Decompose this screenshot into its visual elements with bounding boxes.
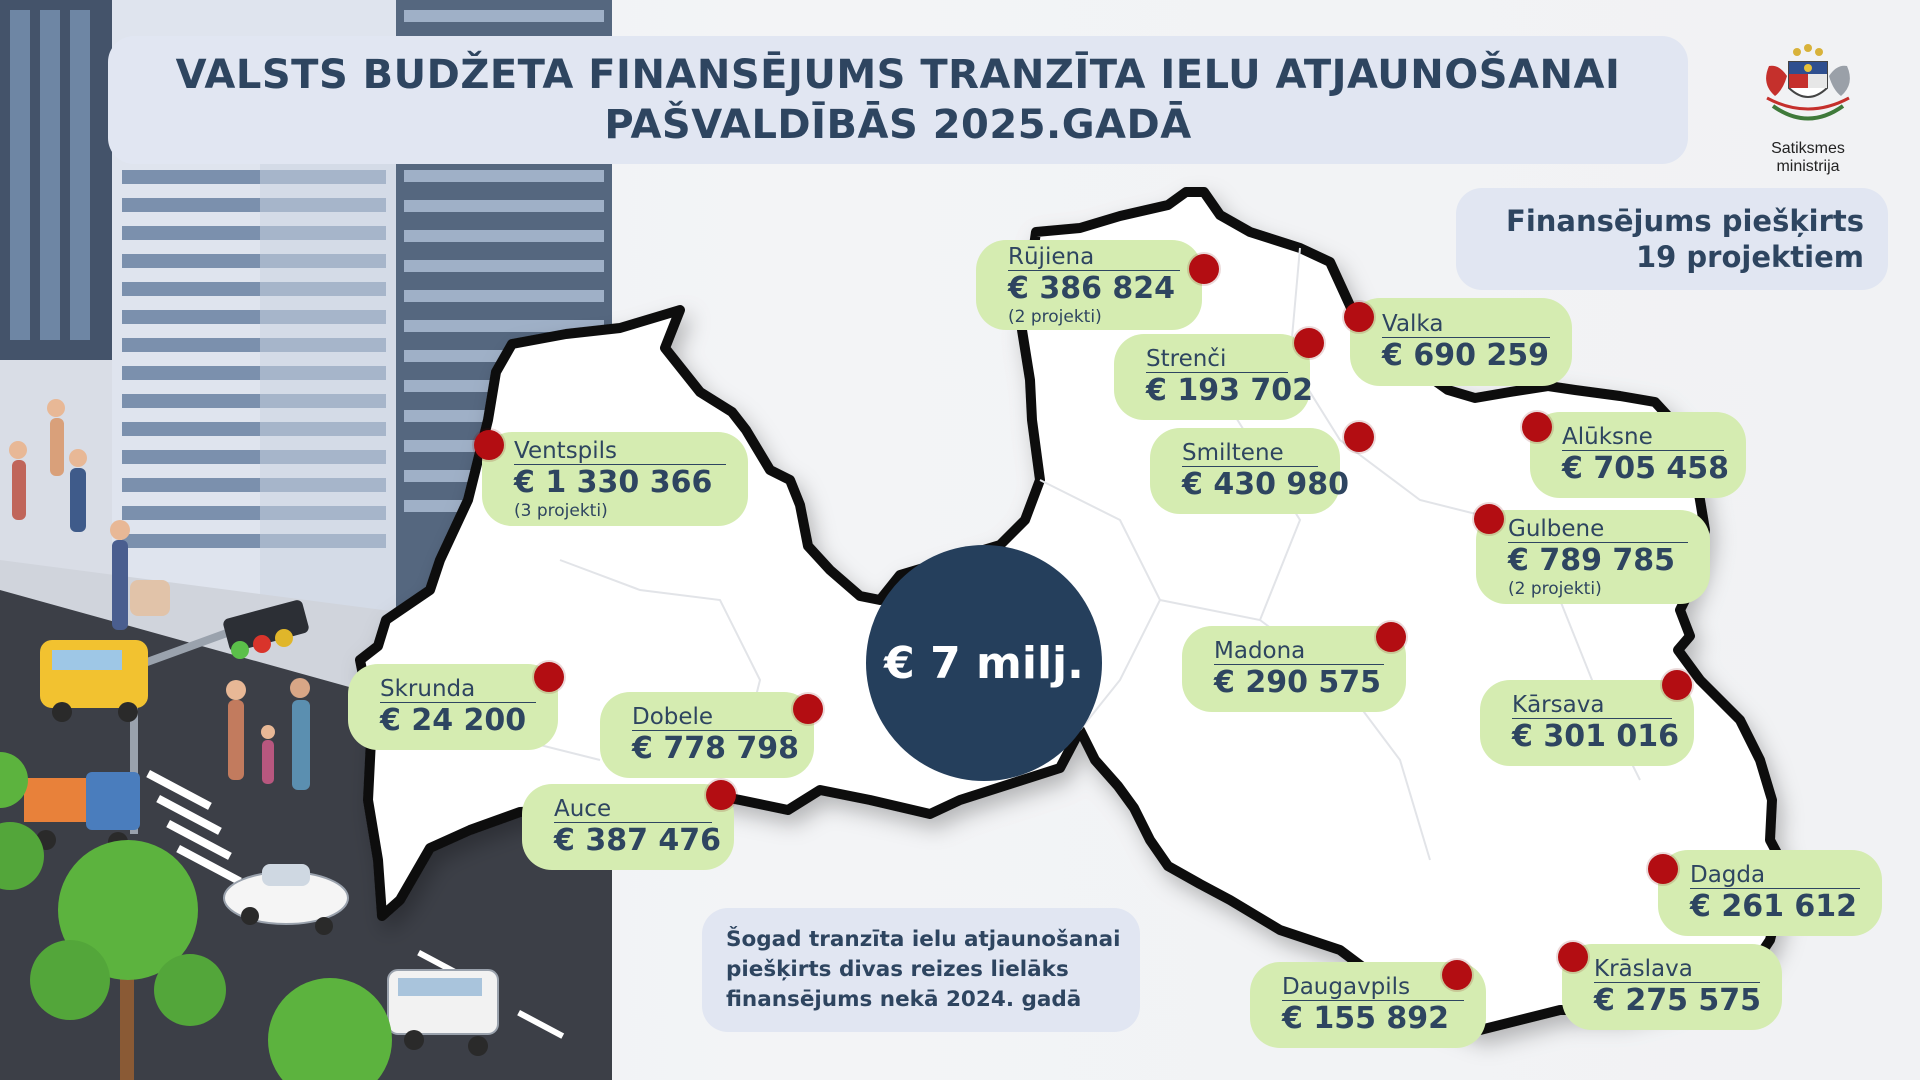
label-aluksne: Alūksne € 705 458 <box>1530 412 1746 498</box>
city-name: Daugavpils <box>1282 974 1464 1001</box>
label-strenci: Strenči € 193 702 <box>1114 334 1314 420</box>
city-amount: € 430 980 <box>1182 466 1350 502</box>
label-karsava: Kārsava € 301 016 <box>1480 680 1694 766</box>
city-amount: € 290 575 <box>1214 664 1382 700</box>
location-marker-madona <box>1376 622 1406 652</box>
city-illustration <box>0 0 612 1080</box>
location-marker-smiltene <box>1344 422 1374 452</box>
comparison-note: Šogad tranzīta ielu atjaunošanai piešķir… <box>702 908 1140 1032</box>
page-title: VALSTS BUDŽETA FINANSĒJUMS TRANZĪTA IELU… <box>108 36 1688 164</box>
city-amount: € 789 785 <box>1508 542 1676 578</box>
city-amount: € 778 798 <box>632 730 800 766</box>
location-marker-gulbene <box>1474 504 1504 534</box>
label-kraslava: Krāslava € 275 575 <box>1562 944 1782 1030</box>
city-amount: € 24 200 <box>380 702 527 738</box>
label-smiltene: Smiltene € 430 980 <box>1150 428 1350 514</box>
city-name: Kārsava <box>1512 692 1672 719</box>
funded-projects-box: Finansējums piešķirts 19 projektiem <box>1456 188 1888 290</box>
city-name: Rūjiena <box>1008 244 1180 271</box>
location-marker-auce <box>706 780 736 810</box>
city-amount: € 261 612 <box>1690 888 1858 924</box>
location-marker-dobele <box>793 694 823 724</box>
label-rujiena: Rūjiena € 386 824 (2 projekti) <box>976 240 1202 330</box>
city-name: Alūksne <box>1562 424 1724 451</box>
city-name: Ventspils <box>514 438 726 465</box>
location-marker-aluksne <box>1522 412 1552 442</box>
organization-name: Satiksmes ministrija <box>1771 140 1845 175</box>
location-marker-dagda <box>1648 854 1678 884</box>
location-marker-daugavpils <box>1442 960 1472 990</box>
city-name: Smiltene <box>1182 440 1318 467</box>
note-line-1: Šogad tranzīta ielu atjaunošanai <box>726 927 1121 952</box>
label-gulbene: Gulbene € 789 785 (2 projekti) <box>1476 510 1710 604</box>
city-project-count: (2 projekti) <box>1508 578 1602 599</box>
ministry-logo: Satiksmes ministrija <box>1738 36 1878 175</box>
note-line-2: piešķirts divas reizes lielāks <box>726 957 1069 982</box>
city-project-count: (3 projekti) <box>514 500 608 521</box>
city-name: Gulbene <box>1508 516 1688 543</box>
city-amount: € 155 892 <box>1282 1000 1450 1036</box>
location-marker-karsava <box>1662 670 1692 700</box>
location-marker-strenci <box>1294 328 1324 358</box>
city-project-count: (2 projekti) <box>1008 306 1102 327</box>
city-amount: € 275 575 <box>1594 982 1762 1018</box>
city-name: Madona <box>1214 638 1384 665</box>
label-skrunda: Skrunda € 24 200 <box>348 664 558 750</box>
city-amount: € 705 458 <box>1562 450 1730 486</box>
location-marker-kraslava <box>1558 942 1588 972</box>
location-marker-skrunda <box>534 662 564 692</box>
city-name: Krāslava <box>1594 956 1760 983</box>
title-line-1: VALSTS BUDŽETA FINANSĒJUMS TRANZĪTA IELU… <box>175 52 1621 98</box>
city-amount: € 193 702 <box>1146 372 1314 408</box>
city-amount: € 386 824 <box>1008 270 1176 306</box>
funded-line-2: 19 projektiem <box>1635 240 1864 274</box>
note-line-3: finansējums nekā 2024. gadā <box>726 987 1082 1012</box>
location-marker-valka <box>1344 302 1374 332</box>
location-marker-rujiena <box>1189 254 1219 284</box>
latvia-coat-of-arms-icon <box>1766 44 1850 121</box>
city-amount: € 1 330 366 <box>514 464 713 500</box>
label-valka: Valka € 690 259 <box>1350 298 1572 386</box>
total-funding-value: € 7 milj. <box>884 637 1084 689</box>
city-amount: € 690 259 <box>1382 337 1550 373</box>
city-amount: € 301 016 <box>1512 718 1680 754</box>
total-funding-circle: € 7 milj. <box>866 545 1102 781</box>
label-dagda: Dagda € 261 612 <box>1658 850 1882 936</box>
location-marker-ventspils <box>474 430 504 460</box>
title-line-2: PAŠVALDĪBĀS 2025.GADĀ <box>604 102 1192 148</box>
label-dobele: Dobele € 778 798 <box>600 692 814 778</box>
city-name: Valka <box>1382 311 1550 338</box>
city-name: Dagda <box>1690 862 1860 889</box>
city-amount: € 387 476 <box>554 822 722 858</box>
city-name: Dobele <box>632 704 792 731</box>
city-name: Skrunda <box>380 676 536 703</box>
city-illustration-art <box>0 0 612 1080</box>
label-ventspils: Ventspils € 1 330 366 (3 projekti) <box>482 432 748 526</box>
city-name: Strenči <box>1146 346 1288 373</box>
city-name: Auce <box>554 796 712 823</box>
funded-line-1: Finansējums piešķirts <box>1506 204 1864 238</box>
label-madona: Madona € 290 575 <box>1182 626 1406 712</box>
label-auce: Auce € 387 476 <box>522 784 734 870</box>
